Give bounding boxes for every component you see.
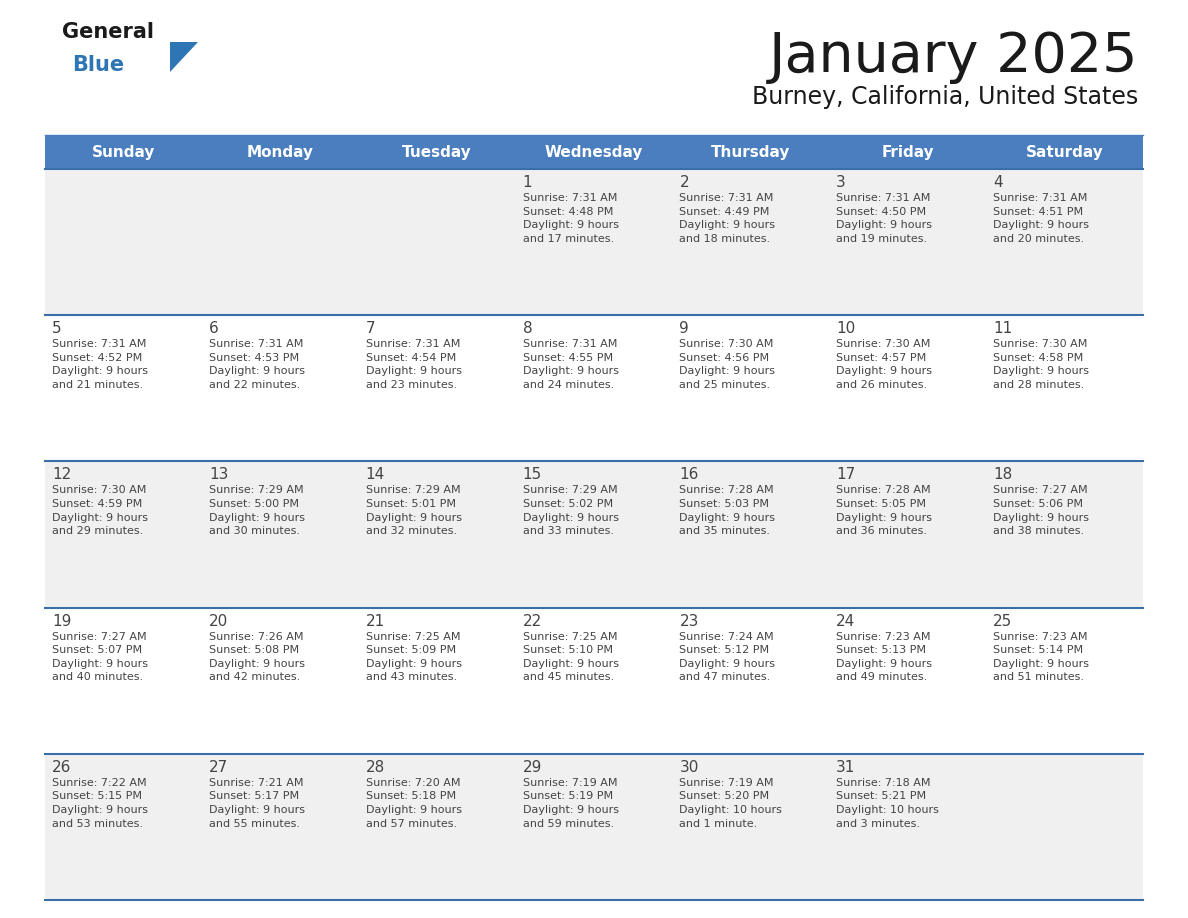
Text: 1: 1 (523, 175, 532, 190)
Text: 18: 18 (993, 467, 1012, 482)
Text: Sunrise: 7:25 AM
Sunset: 5:09 PM
Daylight: 9 hours
and 43 minutes.: Sunrise: 7:25 AM Sunset: 5:09 PM Dayligh… (366, 632, 462, 682)
Text: Sunrise: 7:30 AM
Sunset: 4:58 PM
Daylight: 9 hours
and 28 minutes.: Sunrise: 7:30 AM Sunset: 4:58 PM Dayligh… (993, 339, 1089, 390)
Text: 8: 8 (523, 321, 532, 336)
Text: Sunrise: 7:29 AM
Sunset: 5:02 PM
Daylight: 9 hours
and 33 minutes.: Sunrise: 7:29 AM Sunset: 5:02 PM Dayligh… (523, 486, 619, 536)
Text: Sunrise: 7:22 AM
Sunset: 5:15 PM
Daylight: 9 hours
and 53 minutes.: Sunrise: 7:22 AM Sunset: 5:15 PM Dayligh… (52, 778, 148, 829)
Text: Friday: Friday (881, 144, 934, 160)
Text: Sunday: Sunday (91, 144, 156, 160)
Text: 25: 25 (993, 613, 1012, 629)
Text: 20: 20 (209, 613, 228, 629)
Text: 7: 7 (366, 321, 375, 336)
Text: 4: 4 (993, 175, 1003, 190)
Text: Sunrise: 7:30 AM
Sunset: 4:59 PM
Daylight: 9 hours
and 29 minutes.: Sunrise: 7:30 AM Sunset: 4:59 PM Dayligh… (52, 486, 148, 536)
Text: Sunrise: 7:31 AM
Sunset: 4:53 PM
Daylight: 9 hours
and 22 minutes.: Sunrise: 7:31 AM Sunset: 4:53 PM Dayligh… (209, 339, 305, 390)
Bar (45, 462, 1143, 608)
Text: 12: 12 (52, 467, 71, 482)
Text: Saturday: Saturday (1025, 144, 1104, 160)
Text: 15: 15 (523, 467, 542, 482)
Text: Sunrise: 7:23 AM
Sunset: 5:14 PM
Daylight: 9 hours
and 51 minutes.: Sunrise: 7:23 AM Sunset: 5:14 PM Dayligh… (993, 632, 1089, 682)
Text: 26: 26 (52, 760, 71, 775)
Text: Sunrise: 7:30 AM
Sunset: 4:57 PM
Daylight: 9 hours
and 26 minutes.: Sunrise: 7:30 AM Sunset: 4:57 PM Dayligh… (836, 339, 933, 390)
Text: Sunrise: 7:27 AM
Sunset: 5:06 PM
Daylight: 9 hours
and 38 minutes.: Sunrise: 7:27 AM Sunset: 5:06 PM Dayligh… (993, 486, 1089, 536)
Text: 19: 19 (52, 613, 71, 629)
Text: 9: 9 (680, 321, 689, 336)
Text: Sunrise: 7:31 AM
Sunset: 4:51 PM
Daylight: 9 hours
and 20 minutes.: Sunrise: 7:31 AM Sunset: 4:51 PM Dayligh… (993, 193, 1089, 244)
Text: 3: 3 (836, 175, 846, 190)
Text: 16: 16 (680, 467, 699, 482)
Bar (45, 608, 1143, 754)
Bar (45, 754, 1143, 900)
Text: Sunrise: 7:31 AM
Sunset: 4:55 PM
Daylight: 9 hours
and 24 minutes.: Sunrise: 7:31 AM Sunset: 4:55 PM Dayligh… (523, 339, 619, 390)
Text: Wednesday: Wednesday (545, 144, 643, 160)
Text: Sunrise: 7:24 AM
Sunset: 5:12 PM
Daylight: 9 hours
and 47 minutes.: Sunrise: 7:24 AM Sunset: 5:12 PM Dayligh… (680, 632, 776, 682)
Text: Sunrise: 7:27 AM
Sunset: 5:07 PM
Daylight: 9 hours
and 40 minutes.: Sunrise: 7:27 AM Sunset: 5:07 PM Dayligh… (52, 632, 148, 682)
Text: 6: 6 (209, 321, 219, 336)
Text: Sunrise: 7:30 AM
Sunset: 4:56 PM
Daylight: 9 hours
and 25 minutes.: Sunrise: 7:30 AM Sunset: 4:56 PM Dayligh… (680, 339, 776, 390)
Text: 30: 30 (680, 760, 699, 775)
Text: Sunrise: 7:31 AM
Sunset: 4:52 PM
Daylight: 9 hours
and 21 minutes.: Sunrise: 7:31 AM Sunset: 4:52 PM Dayligh… (52, 339, 148, 390)
Text: Sunrise: 7:19 AM
Sunset: 5:20 PM
Daylight: 10 hours
and 1 minute.: Sunrise: 7:19 AM Sunset: 5:20 PM Dayligh… (680, 778, 783, 829)
Text: Sunrise: 7:31 AM
Sunset: 4:49 PM
Daylight: 9 hours
and 18 minutes.: Sunrise: 7:31 AM Sunset: 4:49 PM Dayligh… (680, 193, 776, 244)
Text: Sunrise: 7:18 AM
Sunset: 5:21 PM
Daylight: 10 hours
and 3 minutes.: Sunrise: 7:18 AM Sunset: 5:21 PM Dayligh… (836, 778, 940, 829)
Text: 14: 14 (366, 467, 385, 482)
Text: Sunrise: 7:19 AM
Sunset: 5:19 PM
Daylight: 9 hours
and 59 minutes.: Sunrise: 7:19 AM Sunset: 5:19 PM Dayligh… (523, 778, 619, 829)
Text: Burney, California, United States: Burney, California, United States (752, 85, 1138, 109)
Text: 13: 13 (209, 467, 228, 482)
Text: 31: 31 (836, 760, 855, 775)
Text: Sunrise: 7:31 AM
Sunset: 4:50 PM
Daylight: 9 hours
and 19 minutes.: Sunrise: 7:31 AM Sunset: 4:50 PM Dayligh… (836, 193, 933, 244)
Text: Sunrise: 7:29 AM
Sunset: 5:00 PM
Daylight: 9 hours
and 30 minutes.: Sunrise: 7:29 AM Sunset: 5:00 PM Dayligh… (209, 486, 305, 536)
Text: 28: 28 (366, 760, 385, 775)
Text: Sunrise: 7:28 AM
Sunset: 5:03 PM
Daylight: 9 hours
and 35 minutes.: Sunrise: 7:28 AM Sunset: 5:03 PM Dayligh… (680, 486, 776, 536)
Text: Sunrise: 7:26 AM
Sunset: 5:08 PM
Daylight: 9 hours
and 42 minutes.: Sunrise: 7:26 AM Sunset: 5:08 PM Dayligh… (209, 632, 305, 682)
Bar (45, 315, 1143, 462)
Text: 23: 23 (680, 613, 699, 629)
Text: 21: 21 (366, 613, 385, 629)
Text: Sunrise: 7:20 AM
Sunset: 5:18 PM
Daylight: 9 hours
and 57 minutes.: Sunrise: 7:20 AM Sunset: 5:18 PM Dayligh… (366, 778, 462, 829)
Text: General: General (62, 22, 154, 42)
Text: Sunrise: 7:28 AM
Sunset: 5:05 PM
Daylight: 9 hours
and 36 minutes.: Sunrise: 7:28 AM Sunset: 5:05 PM Dayligh… (836, 486, 933, 536)
Text: Monday: Monday (247, 144, 314, 160)
Text: 22: 22 (523, 613, 542, 629)
Text: Sunrise: 7:31 AM
Sunset: 4:54 PM
Daylight: 9 hours
and 23 minutes.: Sunrise: 7:31 AM Sunset: 4:54 PM Dayligh… (366, 339, 462, 390)
Text: Sunrise: 7:29 AM
Sunset: 5:01 PM
Daylight: 9 hours
and 32 minutes.: Sunrise: 7:29 AM Sunset: 5:01 PM Dayligh… (366, 486, 462, 536)
Text: 11: 11 (993, 321, 1012, 336)
Polygon shape (170, 42, 198, 72)
Text: 2: 2 (680, 175, 689, 190)
Bar (45, 169, 1143, 315)
Text: 29: 29 (523, 760, 542, 775)
Bar (45, 135, 1143, 169)
Text: Blue: Blue (72, 55, 124, 75)
Text: Sunrise: 7:25 AM
Sunset: 5:10 PM
Daylight: 9 hours
and 45 minutes.: Sunrise: 7:25 AM Sunset: 5:10 PM Dayligh… (523, 632, 619, 682)
Text: 17: 17 (836, 467, 855, 482)
Text: 5: 5 (52, 321, 62, 336)
Text: January 2025: January 2025 (769, 30, 1138, 84)
Text: Sunrise: 7:31 AM
Sunset: 4:48 PM
Daylight: 9 hours
and 17 minutes.: Sunrise: 7:31 AM Sunset: 4:48 PM Dayligh… (523, 193, 619, 244)
Text: Tuesday: Tuesday (403, 144, 472, 160)
Text: 27: 27 (209, 760, 228, 775)
Text: 24: 24 (836, 613, 855, 629)
Text: Sunrise: 7:23 AM
Sunset: 5:13 PM
Daylight: 9 hours
and 49 minutes.: Sunrise: 7:23 AM Sunset: 5:13 PM Dayligh… (836, 632, 933, 682)
Text: Sunrise: 7:21 AM
Sunset: 5:17 PM
Daylight: 9 hours
and 55 minutes.: Sunrise: 7:21 AM Sunset: 5:17 PM Dayligh… (209, 778, 305, 829)
Text: 10: 10 (836, 321, 855, 336)
Text: Thursday: Thursday (712, 144, 790, 160)
